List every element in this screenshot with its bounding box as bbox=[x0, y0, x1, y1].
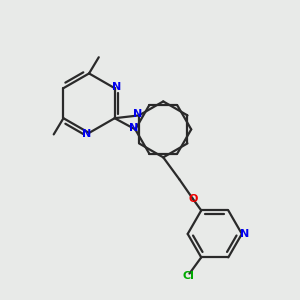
Text: N: N bbox=[240, 229, 249, 239]
Text: N: N bbox=[82, 129, 91, 139]
Text: O: O bbox=[188, 194, 197, 204]
Text: N: N bbox=[112, 82, 121, 92]
Text: Cl: Cl bbox=[182, 271, 194, 281]
Text: N: N bbox=[133, 109, 142, 119]
Text: N: N bbox=[129, 123, 138, 133]
